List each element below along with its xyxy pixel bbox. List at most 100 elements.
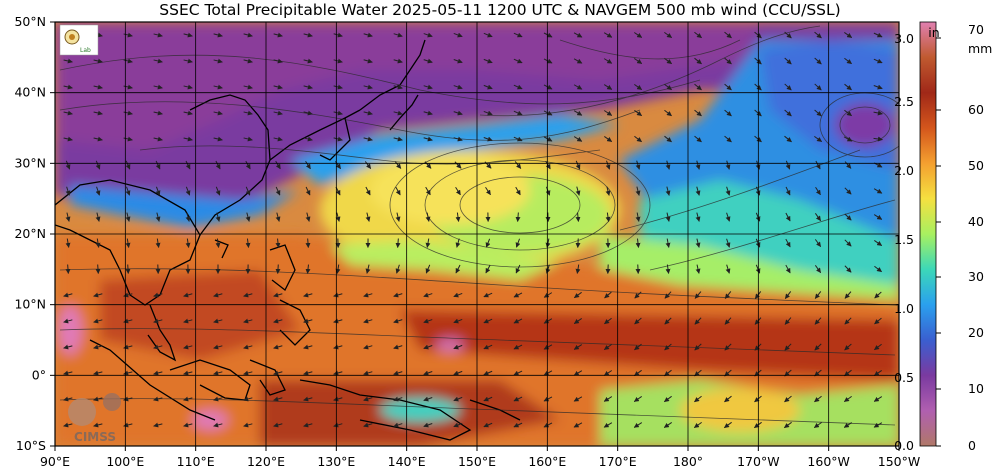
wind-arrow	[814, 213, 822, 222]
wind-arrow	[664, 109, 672, 117]
wind-arrow	[844, 109, 852, 117]
wind-arrow	[243, 32, 253, 38]
lon-label: 170°W	[737, 454, 779, 469]
wind-arrow	[664, 57, 673, 65]
wind-arrow	[455, 186, 461, 196]
logo-lab-text: Lab	[80, 47, 91, 54]
wind-arrow	[213, 58, 223, 64]
wind-arrow	[603, 396, 613, 402]
lon-label: 140°E	[388, 454, 426, 469]
wind-arrow	[724, 135, 732, 143]
wind-arrow	[183, 370, 193, 376]
wind-arrow	[634, 317, 642, 325]
lon-label: 130°E	[317, 454, 355, 469]
wind-arrow	[305, 160, 311, 170]
wind-arrow	[93, 58, 103, 64]
wind-arrow	[183, 58, 193, 64]
wind-arrow	[393, 396, 403, 402]
wind-arrow	[724, 291, 732, 299]
wind-arrow	[844, 32, 853, 38]
wind-arrow	[63, 318, 73, 324]
wind-arrow	[483, 318, 493, 324]
wind-arrow	[243, 58, 253, 64]
wind-arrow	[603, 58, 613, 64]
wind-arrow	[333, 84, 343, 90]
wind-arrow	[455, 238, 461, 248]
wind-arrow	[815, 160, 821, 170]
wind-arrow	[785, 212, 791, 222]
wind-arrow	[633, 369, 642, 377]
wind-arrow	[213, 110, 223, 116]
wind-arrow	[514, 161, 522, 169]
wind-arrow	[814, 57, 822, 65]
wind-arrow	[93, 396, 103, 402]
wind-arrow	[275, 264, 281, 274]
wind-arrow	[185, 238, 191, 248]
wind-arrow	[63, 344, 73, 350]
colorbar-in-unit: in	[928, 25, 939, 40]
wind-arrow	[93, 84, 103, 90]
wind-arrow	[243, 292, 253, 298]
latitude-labels: 50°N 40°N 30°N 20°N 10°N 0° 10°S	[14, 14, 55, 453]
wind-arrow	[844, 187, 852, 195]
wind-arrow	[873, 110, 883, 116]
wind-arrow	[455, 212, 461, 222]
wind-arrow	[484, 161, 492, 169]
wind-arrow	[664, 83, 672, 91]
wind-arrow	[634, 291, 642, 299]
wind-arrow	[63, 370, 73, 376]
wind-arrow	[573, 136, 583, 142]
wind-arrow	[424, 161, 432, 169]
wind-arrow	[453, 344, 463, 350]
wind-arrow	[695, 212, 701, 222]
colorbar-in-tick: 1.5	[894, 232, 914, 247]
wind-arrow	[65, 186, 71, 196]
wind-arrow	[694, 291, 702, 299]
wind-arrow	[95, 160, 101, 170]
wind-arrow	[153, 110, 163, 116]
wind-arrow	[483, 396, 493, 402]
wind-arrow	[873, 84, 883, 90]
wind-arrow	[213, 344, 223, 350]
wind-arrow	[634, 343, 642, 351]
wind-arrow	[543, 84, 553, 90]
wind-arrow	[303, 32, 313, 38]
wind-arrow	[215, 212, 221, 222]
wind-arrow	[515, 212, 521, 222]
wind-arrow	[153, 396, 163, 402]
wind-arrow	[483, 370, 493, 376]
wind-arrow	[873, 136, 883, 142]
wind-arrow	[844, 265, 852, 273]
wind-arrow	[95, 212, 101, 222]
wind-arrow	[183, 396, 193, 402]
wind-arrow	[603, 370, 613, 376]
lon-label: 180°	[673, 454, 703, 469]
wind-arrow	[844, 213, 852, 221]
wind-arrow	[363, 32, 373, 38]
wind-arrow	[873, 58, 883, 64]
wind-arrow	[153, 318, 163, 324]
wind-arrow	[423, 84, 433, 90]
wind-arrow	[125, 160, 131, 170]
wind-arrow	[575, 212, 581, 222]
wind-arrow	[363, 344, 373, 350]
wind-arrow	[784, 395, 792, 403]
wind-arrow	[393, 58, 403, 64]
wind-arrow	[243, 136, 253, 142]
wind-arrow	[843, 136, 853, 142]
wind-arrow	[423, 58, 433, 64]
lat-label: 50°N	[14, 14, 46, 29]
wind-arrow	[573, 84, 583, 90]
wind-arrow	[213, 318, 223, 324]
wind-arrow	[785, 238, 791, 248]
wind-arrow	[155, 160, 161, 170]
colorbar-mm-tick: 70	[968, 22, 984, 37]
colorbar-mm-unit: mm	[968, 41, 992, 56]
wind-arrow	[874, 343, 882, 351]
wind-arrow	[724, 57, 732, 65]
wind-arrow	[664, 317, 672, 325]
wind-arrow	[633, 422, 643, 428]
wind-arrow	[245, 238, 251, 248]
wind-arrow	[873, 370, 882, 376]
wind-arrow	[63, 292, 73, 298]
